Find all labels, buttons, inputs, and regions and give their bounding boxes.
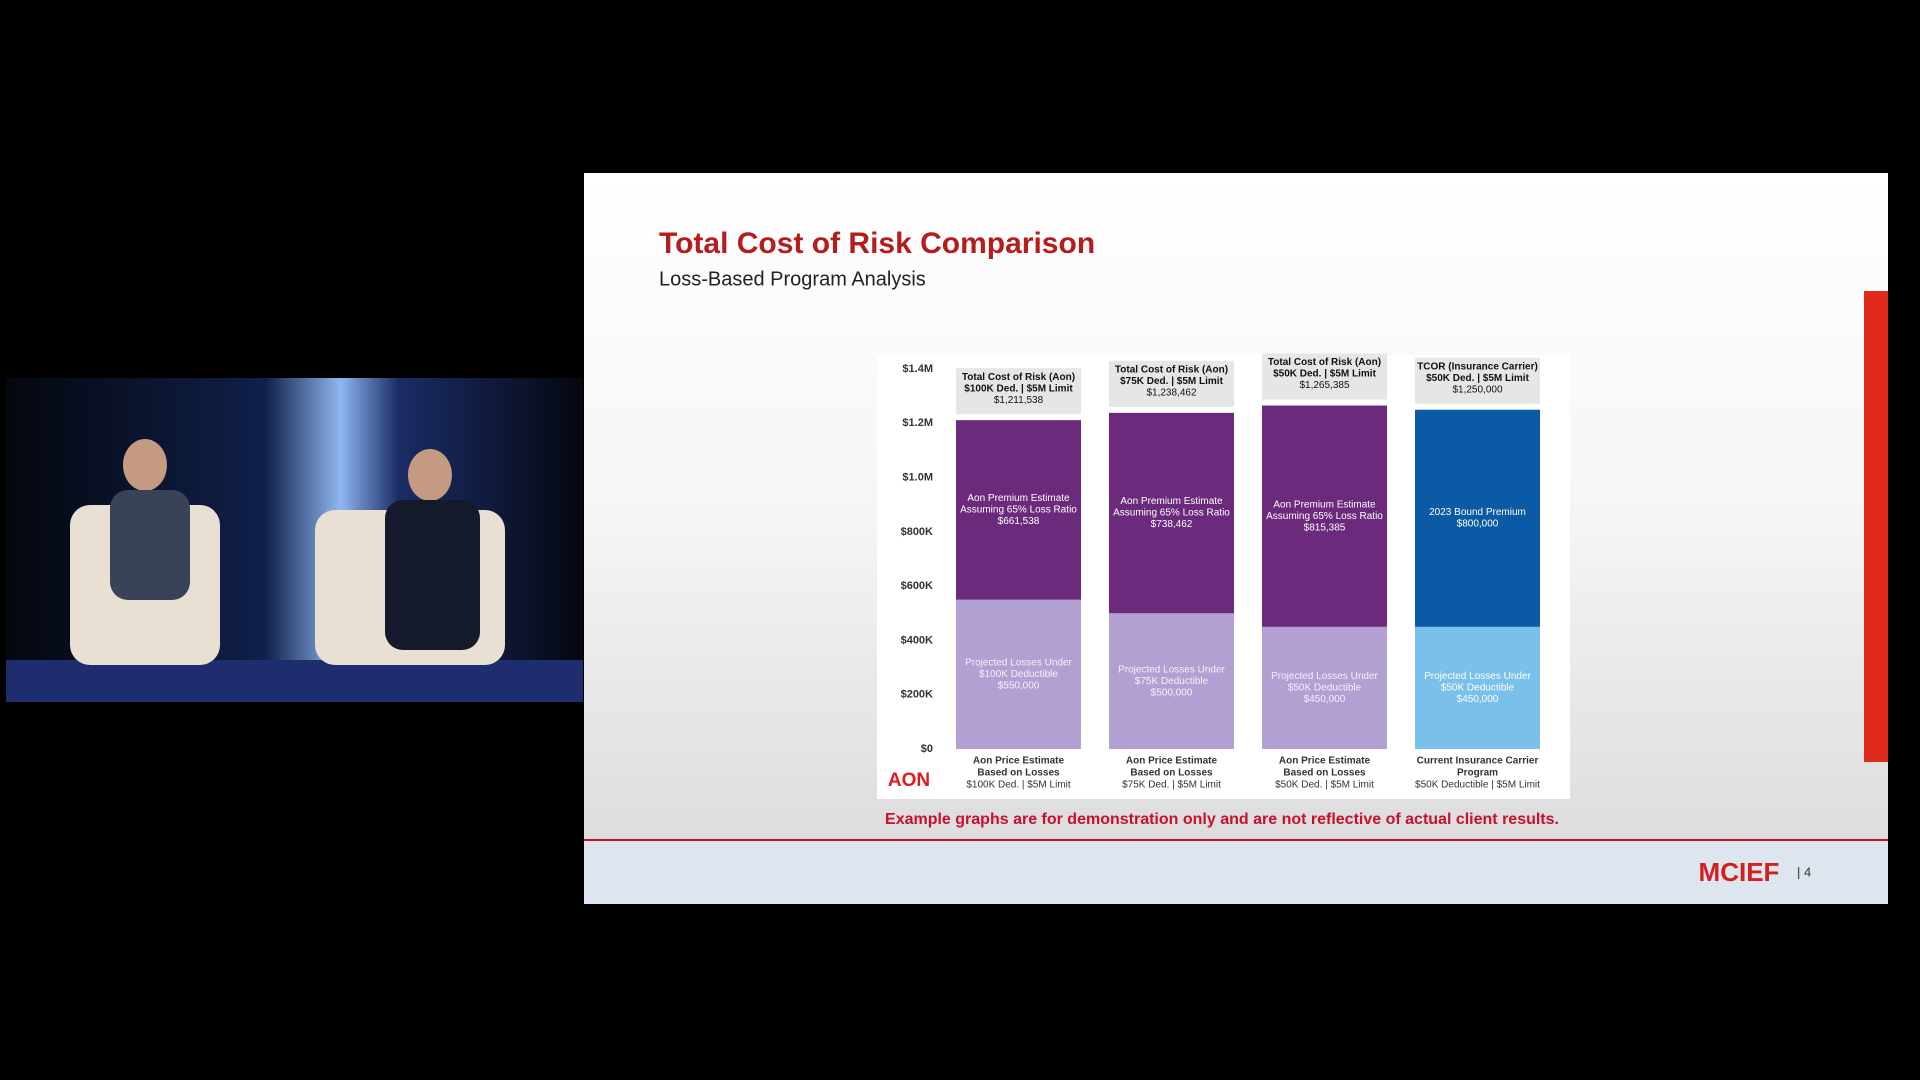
- x-tick-label: Based on Losses: [977, 768, 1060, 779]
- value-label: $800,000: [1457, 519, 1499, 530]
- disclaimer: Example graphs are for demonstration onl…: [885, 811, 1559, 828]
- value-label: $550,000: [998, 680, 1040, 691]
- total-label: $75K Ded. | $5M Limit: [1120, 376, 1223, 387]
- total-label: Total Cost of Risk (Aon): [1115, 364, 1228, 375]
- aon-logo: AON: [888, 770, 930, 791]
- total-label: $50K Ded. | $5M Limit: [1273, 369, 1376, 380]
- segment-label: Assuming 65% Loss Ratio: [1266, 511, 1383, 522]
- total-label: $50K Ded. | $5M Limit: [1426, 373, 1529, 384]
- footer-logo: MCIEF: [1699, 857, 1780, 887]
- video-feed: [6, 378, 583, 702]
- segment-label: Projected Losses Under: [1424, 671, 1531, 682]
- total-label: TCOR (Insurance Carrier): [1417, 361, 1538, 372]
- bar-segment: [956, 599, 1081, 749]
- total-label: Total Cost of Risk (Aon): [1268, 357, 1381, 368]
- value-label: $450,000: [1304, 694, 1346, 705]
- total-value: $1,238,462: [1146, 387, 1196, 398]
- segment-label: $50K Deductible: [1441, 683, 1515, 694]
- total-value: $1,250,000: [1452, 384, 1502, 395]
- page-number: | 4: [1797, 864, 1811, 879]
- bar-segment: [956, 420, 1081, 600]
- x-tick-label: Based on Losses: [1283, 768, 1366, 779]
- footer-band: [584, 840, 1888, 904]
- x-tick-label: Aon Price Estimate: [1279, 756, 1371, 767]
- y-tick-label: $1.0M: [902, 471, 933, 483]
- y-tick-label: $200K: [901, 689, 933, 701]
- bar-segment: [1415, 626, 1540, 749]
- accent-bar: [1864, 291, 1888, 762]
- value-label: $450,000: [1457, 694, 1499, 705]
- y-tick-label: $800K: [901, 526, 933, 538]
- bar-segment: [1109, 412, 1234, 614]
- segment-label: Aon Premium Estimate: [967, 493, 1070, 504]
- value-label: $661,538: [998, 516, 1040, 527]
- y-tick-label: $0: [921, 743, 933, 755]
- value-label: $738,462: [1151, 519, 1193, 530]
- x-tick-label: Aon Price Estimate: [973, 756, 1065, 767]
- segment-label: Projected Losses Under: [1118, 664, 1225, 675]
- total-label: Total Cost of Risk (Aon): [962, 372, 1075, 383]
- total-box: [1109, 360, 1234, 407]
- x-tick-label: $100K Ded. | $5M Limit: [966, 780, 1071, 791]
- slide-subtitle: Loss-Based Program Analysis: [659, 268, 926, 290]
- total-value: $1,265,385: [1299, 380, 1349, 391]
- y-tick-label: $1.2M: [902, 417, 933, 429]
- total-box: [1262, 353, 1387, 400]
- segment-label: Projected Losses Under: [965, 657, 1072, 668]
- segment-label: $50K Deductible: [1288, 683, 1362, 694]
- x-tick-label: $50K Deductible | $5M Limit: [1415, 780, 1540, 791]
- segment-label: Assuming 65% Loss Ratio: [1113, 508, 1230, 519]
- y-tick-label: $400K: [901, 634, 933, 646]
- segment-label: $75K Deductible: [1135, 676, 1209, 687]
- y-tick-label: $1.4M: [902, 363, 933, 375]
- y-tick-label: $600K: [901, 580, 933, 592]
- x-tick-label: $50K Ded. | $5M Limit: [1275, 780, 1374, 791]
- slide-title: Total Cost of Risk Comparison: [659, 227, 1095, 260]
- stage-floor: [6, 660, 583, 702]
- chart: $0 $200K $400K $600K $800K $1.0M $1.2M $1.4M Pro…: [901, 353, 1540, 791]
- bar-segment: [1262, 405, 1387, 627]
- value-label: $815,385: [1304, 522, 1346, 533]
- segment-label: Aon Premium Estimate: [1273, 499, 1376, 510]
- speaker-body: [385, 500, 480, 650]
- segment-label: Assuming 65% Loss Ratio: [960, 505, 1077, 516]
- total-box: [956, 368, 1081, 415]
- segment-label: Aon Premium Estimate: [1120, 496, 1223, 507]
- total-value: $1,211,538: [994, 395, 1044, 406]
- speaker-body: [110, 490, 190, 600]
- bar-segment: [1415, 409, 1540, 627]
- speaker-head: [123, 439, 167, 491]
- x-tick-label: Program: [1457, 768, 1498, 779]
- x-tick-label: $75K Ded. | $5M Limit: [1122, 780, 1221, 791]
- bar-segment: [1262, 626, 1387, 749]
- speaker-head: [408, 449, 452, 501]
- segment-label: 2023 Bound Premium: [1429, 507, 1526, 518]
- segment-label: Projected Losses Under: [1271, 671, 1378, 682]
- total-label: $100K Ded. | $5M Limit: [964, 383, 1073, 394]
- x-tick-label: Based on Losses: [1130, 768, 1213, 779]
- value-label: $500,000: [1151, 687, 1193, 698]
- slide: Total Cost of Risk Comparison Loss-Based…: [584, 173, 1888, 904]
- bar-segment: [1109, 613, 1234, 749]
- total-box: [1415, 357, 1540, 404]
- x-tick-label: Current Insurance Carrier: [1417, 756, 1539, 767]
- segment-label: $100K Deductible: [979, 669, 1058, 680]
- x-tick-label: Aon Price Estimate: [1126, 756, 1218, 767]
